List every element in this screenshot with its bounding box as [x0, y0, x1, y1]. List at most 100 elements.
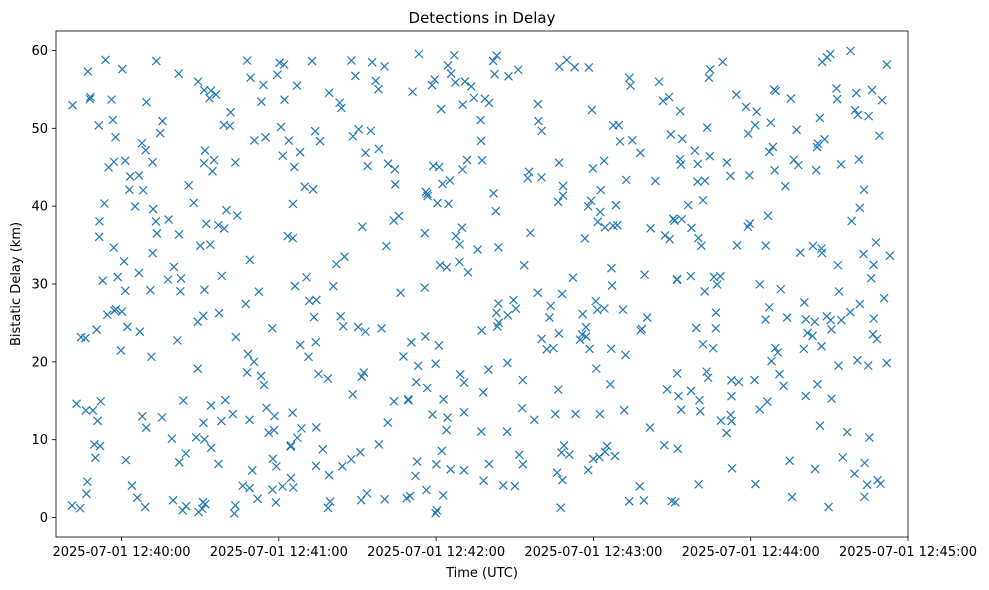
- data-point: [193, 77, 203, 87]
- data-point: [645, 423, 655, 433]
- x-tick-label: 2025-07-01 12:45:00: [839, 545, 977, 560]
- data-point: [683, 200, 693, 210]
- data-point: [120, 286, 130, 296]
- data-point: [360, 327, 370, 337]
- data-point: [380, 494, 390, 504]
- y-tick-label: 30: [31, 278, 48, 293]
- data-point: [815, 113, 825, 123]
- data-point: [558, 191, 568, 201]
- data-point: [420, 228, 430, 238]
- data-point: [94, 232, 104, 242]
- data-point: [206, 443, 216, 453]
- data-point: [164, 215, 174, 224]
- data-point: [275, 58, 285, 68]
- data-point: [193, 364, 203, 374]
- data-point: [195, 241, 205, 251]
- data-point: [96, 396, 106, 406]
- data-point: [833, 260, 843, 270]
- data-point: [226, 107, 236, 117]
- data-point: [108, 115, 118, 125]
- data-point: [324, 470, 334, 480]
- data-point: [700, 287, 710, 296]
- data-point: [610, 451, 620, 461]
- data-point: [283, 231, 293, 241]
- data-point: [705, 151, 715, 161]
- data-point: [276, 122, 286, 132]
- data-point: [836, 315, 846, 325]
- data-point: [537, 334, 547, 344]
- data-point: [292, 433, 302, 443]
- data-point: [442, 425, 452, 435]
- data-point: [860, 458, 870, 468]
- data-point: [254, 287, 264, 297]
- data-point: [402, 493, 412, 503]
- data-point: [801, 391, 811, 401]
- data-point: [119, 256, 129, 266]
- data-point: [113, 272, 123, 282]
- data-point: [140, 502, 150, 512]
- data-point: [325, 497, 335, 507]
- data-point: [581, 332, 591, 342]
- data-point: [141, 145, 151, 155]
- data-point: [476, 115, 486, 125]
- data-point: [553, 385, 563, 395]
- data-point: [297, 423, 306, 433]
- data-point: [550, 409, 560, 419]
- data-point: [181, 501, 191, 511]
- data-point: [350, 71, 360, 81]
- data-point: [459, 378, 469, 388]
- data-point: [811, 165, 821, 175]
- data-point: [662, 384, 672, 394]
- data-point: [245, 483, 255, 493]
- data-point: [873, 475, 883, 485]
- data-point: [446, 464, 456, 474]
- data-point: [99, 199, 109, 208]
- data-point: [533, 99, 543, 109]
- data-point: [199, 85, 209, 95]
- data-point: [178, 396, 188, 406]
- data-point: [619, 405, 629, 415]
- data-point: [353, 322, 363, 332]
- data-point: [789, 155, 799, 165]
- data-point: [581, 322, 591, 332]
- data-point: [155, 128, 165, 138]
- data-point: [403, 394, 413, 404]
- data-point: [593, 217, 603, 227]
- data-point: [304, 352, 313, 362]
- data-point: [882, 358, 892, 368]
- data-point: [584, 63, 594, 72]
- data-point: [860, 492, 869, 502]
- data-point: [801, 314, 811, 324]
- data-point: [564, 450, 574, 460]
- data-point: [853, 110, 863, 120]
- data-point: [314, 369, 323, 379]
- data-point: [484, 365, 493, 375]
- data-point: [120, 156, 130, 166]
- data-point: [751, 479, 760, 489]
- data-point: [677, 214, 687, 224]
- data-point: [328, 281, 338, 291]
- data-point: [810, 464, 820, 474]
- data-point: [642, 313, 652, 323]
- data-point: [446, 69, 456, 79]
- y-tick-label: 50: [31, 122, 48, 137]
- data-point: [199, 418, 208, 428]
- data-point: [198, 497, 208, 507]
- data-point: [437, 446, 447, 456]
- data-point: [280, 95, 289, 105]
- data-point: [855, 299, 865, 309]
- data-point: [518, 459, 528, 469]
- data-point: [200, 435, 209, 444]
- data-point: [245, 415, 254, 425]
- data-point: [95, 441, 105, 451]
- data-point: [168, 495, 178, 505]
- data-point: [846, 46, 855, 56]
- data-point: [782, 313, 792, 323]
- data-point: [557, 289, 567, 299]
- data-point: [675, 154, 685, 164]
- data-point: [693, 233, 703, 243]
- data-point: [412, 457, 422, 467]
- data-point: [458, 100, 468, 110]
- data-point: [438, 490, 448, 500]
